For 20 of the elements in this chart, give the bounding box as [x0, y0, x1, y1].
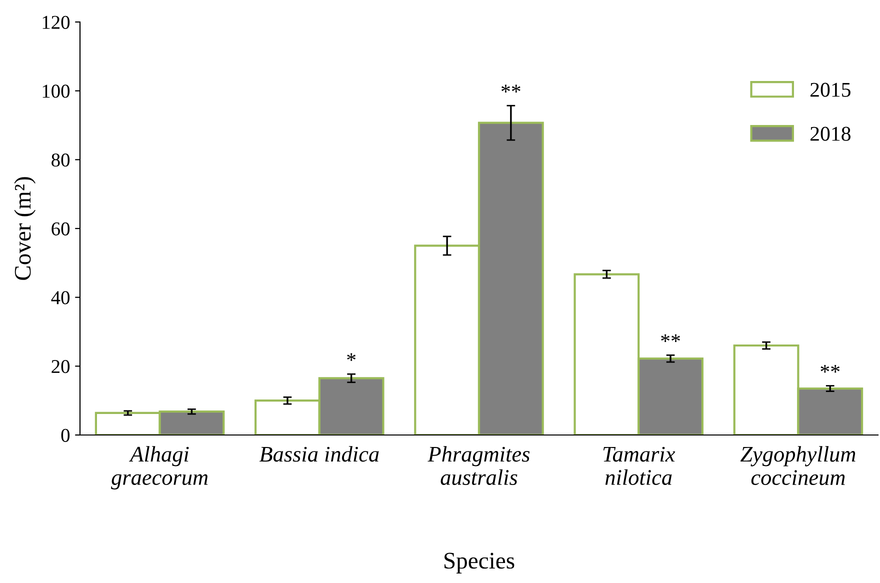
x-tick-label: Bassia indica: [259, 446, 379, 462]
legend-label: 2015: [810, 82, 850, 97]
annotation: **: [820, 364, 840, 373]
x-axis-title: Species: [444, 552, 514, 574]
y-tick-label: 120: [42, 16, 70, 29]
x-tick-label: Tamarix nilotica: [603, 446, 676, 485]
y-tick-label: 20: [52, 360, 70, 374]
y-axis-title: Cover (m²): [14, 177, 36, 280]
annotation: **: [661, 334, 680, 342]
x-tick-label: Alhagi graecorum: [111, 446, 208, 490]
y-tick-label: 100: [42, 84, 70, 98]
y-tick-label: 40: [51, 291, 70, 304]
legend-label: 2018: [810, 126, 850, 141]
x-tick-label: Zygophyllum coccineum: [740, 446, 856, 486]
x-tick-label: Phragmites australis: [428, 446, 530, 486]
y-tick-label: 60: [52, 222, 70, 236]
y-tick-label: 0: [61, 428, 70, 442]
annotation: *: [347, 353, 356, 361]
y-tick-label: 80: [52, 153, 70, 167]
annotation: **: [502, 84, 520, 92]
